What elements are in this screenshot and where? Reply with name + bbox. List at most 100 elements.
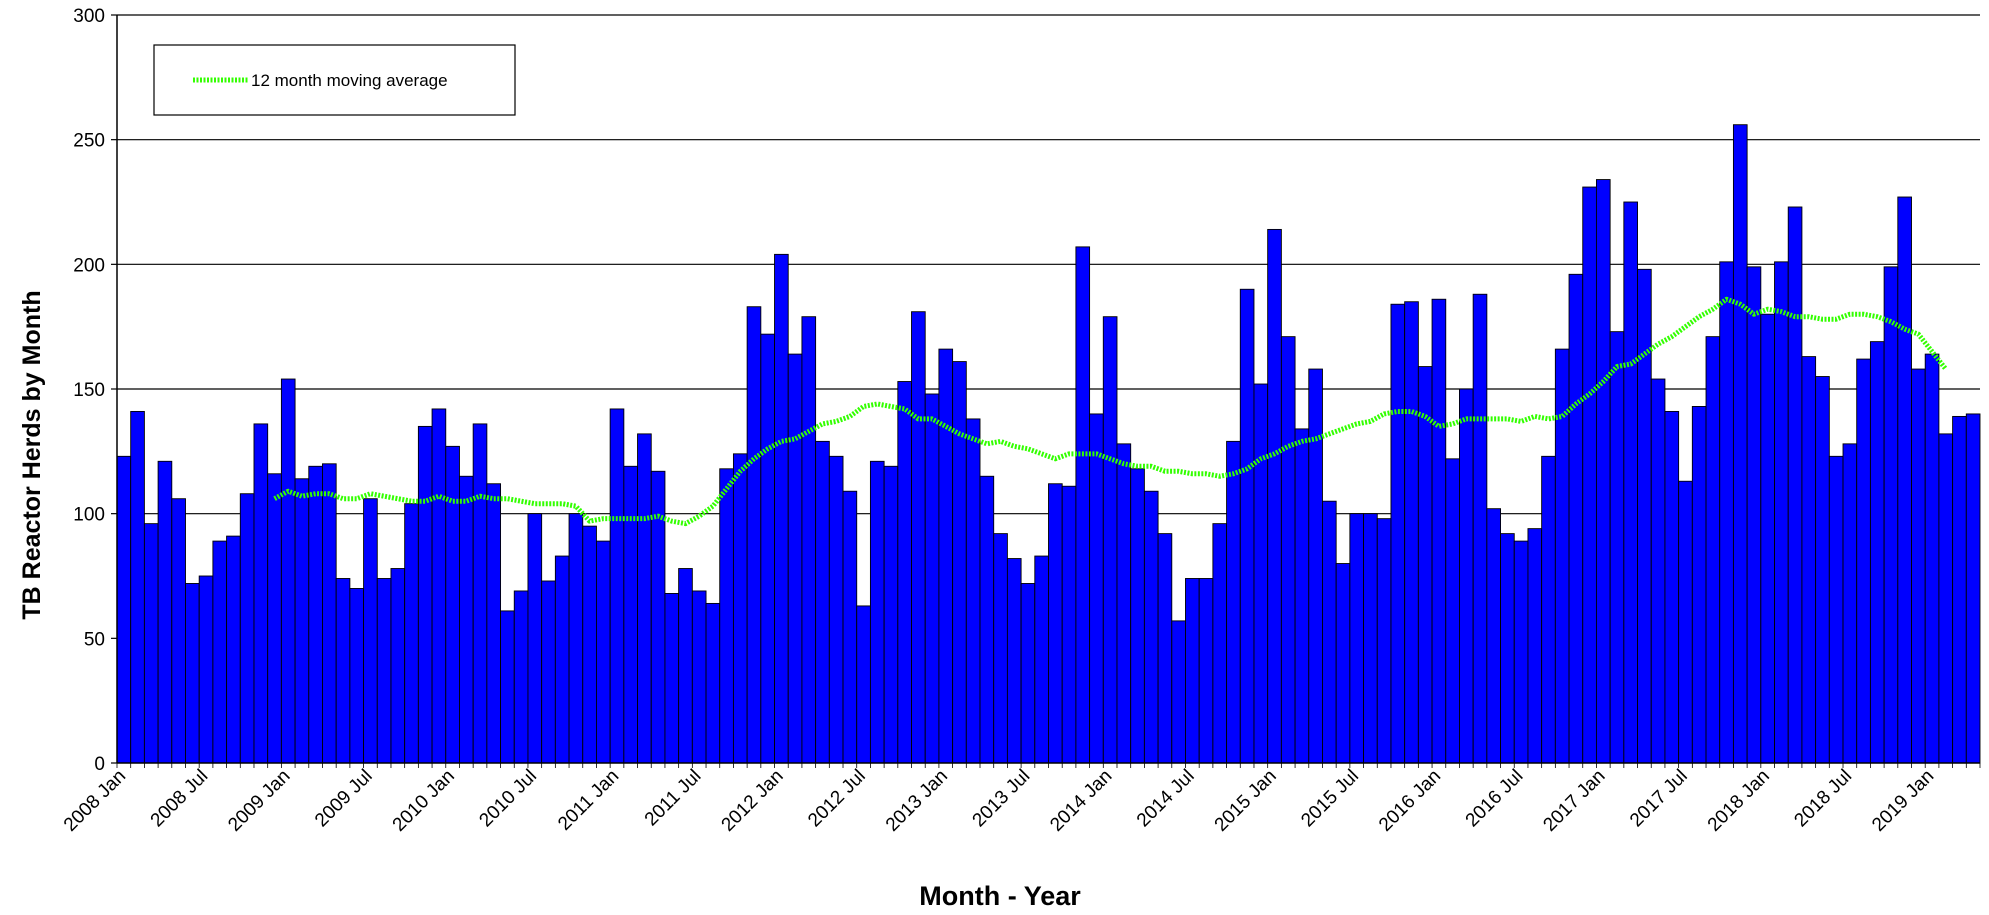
bar [1582,186,1597,764]
bar [1678,480,1693,764]
bar [1130,468,1145,764]
bar [705,602,721,764]
x-tick-label: 2012 Jul [804,766,870,832]
x-tick-label: 2009 Jan [224,766,294,836]
bar [1349,513,1365,764]
y-axis-label: TB Reactor Herds by Month [18,290,46,619]
bar [869,460,885,764]
bar [1691,406,1707,764]
bar [911,311,926,764]
bar [390,568,406,764]
bar [171,498,186,764]
y-tick-label: 100 [73,505,105,526]
x-tick-label: 2008 Jul [147,766,213,832]
bar [1267,228,1282,764]
bar [1664,410,1680,764]
bar [253,423,269,764]
bar [1719,261,1734,764]
x-tick-label: 2010 Jul [475,766,541,832]
bar [1034,555,1049,764]
bar [787,353,803,764]
bar [1938,433,1954,764]
bar [1143,490,1159,764]
bar [1828,455,1844,764]
bar [582,525,597,764]
bar [376,578,392,764]
bar [417,425,433,764]
bar [609,408,625,764]
bar [1006,558,1022,764]
bar [226,535,241,764]
bar [1061,485,1077,764]
y-tick-label: 50 [84,629,105,650]
bar [1185,578,1200,764]
bar [1226,440,1241,764]
x-tick-labels: 2008 Jan 2008 Jul 2009 Jan 2009 Jul 2010 Jan… [60,766,1938,836]
bar [1554,348,1570,764]
bar [1212,523,1228,764]
bar [157,460,173,764]
x-tick-label: 2017 Jan [1539,766,1609,836]
bar [1801,356,1817,764]
bar [842,490,858,764]
bar [801,316,817,764]
bar [637,433,652,764]
bar [1486,508,1502,764]
bar [897,381,912,764]
bar [1500,533,1515,764]
bar [116,455,132,764]
bar [938,348,954,764]
bar [1048,483,1063,764]
bar [1089,413,1104,764]
bar [623,465,638,764]
bar [1198,578,1214,764]
moving-average-line [273,296,1948,527]
bar [815,440,830,764]
axes [111,14,1981,768]
bar [143,523,159,764]
bar [856,605,871,764]
bar [1637,268,1652,764]
bar [308,465,323,764]
x-tick-label: 2019 Jan [1868,766,1938,836]
bar [664,593,680,764]
bar [1417,366,1433,764]
y-tick-label: 250 [73,131,105,152]
bar [568,513,584,764]
bar [1513,540,1529,764]
y-tick-label: 300 [73,6,105,27]
bar [595,540,611,764]
bar [445,445,460,764]
bar [280,378,296,764]
moving-average-layer [273,296,1948,527]
bar [1705,336,1721,764]
x-tick-label: 2008 Jan [60,766,130,836]
bar [924,393,940,764]
bar [1020,583,1036,764]
x-axis-label: Month - Year [919,881,1081,911]
bar [1787,206,1803,764]
bar [1609,331,1625,764]
bar [459,475,474,764]
bar [965,418,981,764]
bar [1856,358,1871,764]
x-tick-label: 2016 Jul [1462,766,1528,832]
bar [1239,288,1255,764]
bars [116,124,1981,764]
bar [130,410,145,764]
bar [1431,298,1447,764]
bar [322,463,337,764]
x-tick-label: 2009 Jul [311,766,377,832]
bar [1568,273,1584,764]
bar [1952,415,1967,764]
bar [1253,383,1269,764]
bar [431,408,447,764]
bar [1924,353,1940,764]
bar [1760,313,1775,764]
bar [1376,518,1392,764]
bar [1308,368,1323,764]
bar [746,306,762,764]
bar [1280,336,1296,764]
bar [952,361,967,764]
